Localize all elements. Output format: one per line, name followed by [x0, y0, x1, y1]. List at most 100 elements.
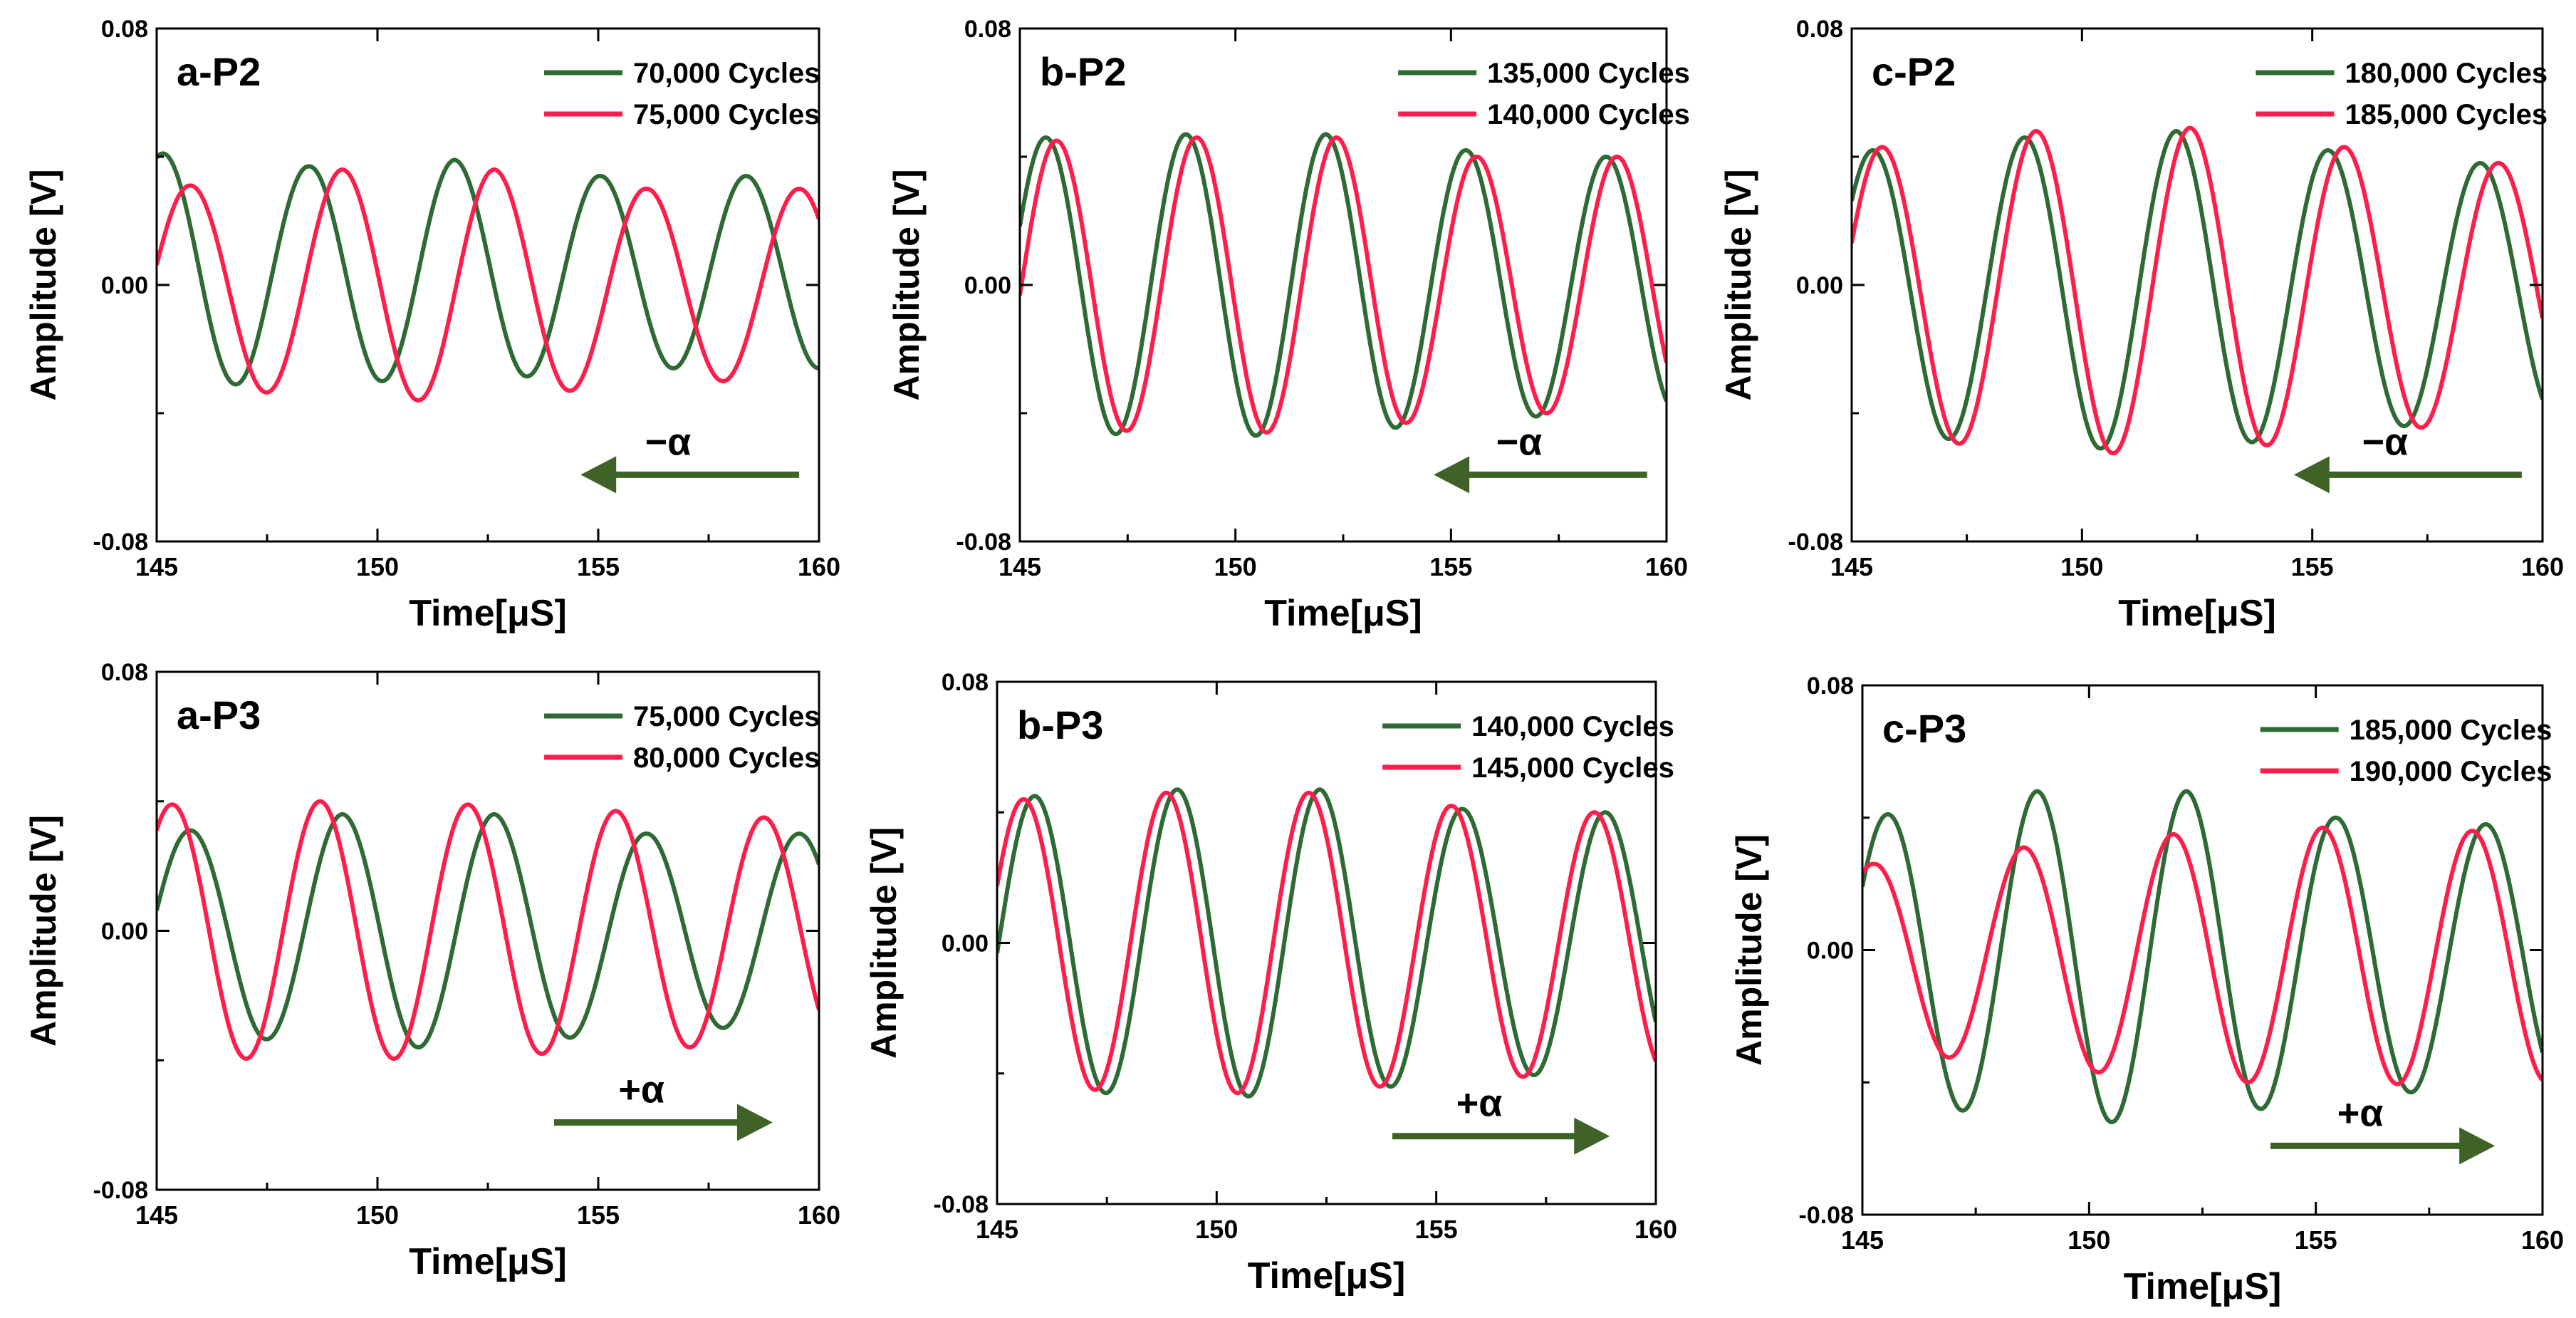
y-tick-label: 0.08: [101, 16, 148, 43]
series-line-1: [157, 151, 819, 387]
x-tick-label: 160: [798, 1200, 840, 1230]
x-tick-label: 155: [2291, 552, 2334, 581]
x-tick-label: 160: [2521, 552, 2564, 581]
direction-label: +α: [1456, 1082, 1503, 1125]
x-tick-label: 155: [1429, 552, 1472, 581]
x-tick-label: 160: [1645, 552, 1688, 581]
arrow-left-icon: [1434, 456, 1470, 494]
arrow-left-icon: [580, 456, 617, 494]
y-tick-label: 0.08: [964, 16, 1011, 43]
series-line-2: [1020, 135, 1667, 435]
arrow-right-icon: [1574, 1117, 1610, 1155]
arrow-right-icon: [2459, 1127, 2496, 1165]
x-tick-label: 145: [135, 1200, 178, 1230]
x-tick-label: 150: [2060, 552, 2103, 581]
y-axis-title: Amplitude [V]: [1719, 170, 1758, 401]
y-tick-label: -0.08: [1799, 1202, 1855, 1229]
y-tick-label: 0.00: [1796, 272, 1843, 299]
x-tick-label: 155: [2295, 1225, 2337, 1255]
y-axis-title: Amplitude [V]: [887, 170, 927, 401]
y-tick-label: 0.08: [101, 659, 148, 686]
panel-label: c-P2: [1872, 49, 1956, 94]
legend-label: 185,000 Cycles: [2345, 99, 2548, 130]
series-line-2: [157, 167, 819, 403]
x-axis-title: Time[μS]: [1248, 1255, 1406, 1297]
x-axis-title: Time[μS]: [1264, 593, 1422, 634]
y-axis-title: Amplitude [V]: [24, 815, 63, 1047]
y-tick-label: -0.08: [93, 1177, 149, 1204]
x-tick-label: 150: [1195, 1215, 1238, 1244]
direction-label: +α: [618, 1068, 664, 1111]
x-tick-label: 160: [2521, 1225, 2564, 1255]
panel-label: a-P3: [177, 692, 261, 737]
y-tick-label: 0.08: [1807, 673, 1854, 700]
chart-panel-a-P2: 145 150 155 160 -0.08 0.00 0.08 Time[μS] Amplitu…: [24, 16, 840, 634]
series-line-2: [1862, 825, 2543, 1086]
y-tick-label: 0.00: [101, 272, 148, 299]
y-tick-label: -0.08: [1788, 529, 1844, 556]
y-tick-label: -0.08: [934, 1191, 989, 1218]
x-tick-label: 145: [1841, 1225, 1884, 1255]
y-axis-title: Amplitude [V]: [864, 827, 904, 1059]
arrow-left-icon: [2293, 456, 2330, 494]
x-tick-label: 155: [1415, 1215, 1458, 1244]
x-tick-label: 160: [798, 552, 840, 581]
y-tick-label: -0.08: [93, 529, 149, 556]
x-tick-label: 155: [577, 552, 620, 581]
x-tick-label: 145: [998, 552, 1041, 581]
y-tick-label: 0.00: [1807, 938, 1854, 965]
legend-label: 75,000 Cycles: [633, 99, 820, 130]
legend-label: 185,000 Cycles: [2350, 715, 2552, 746]
direction-label: −α: [1496, 420, 1543, 463]
arrow-right-icon: [736, 1104, 773, 1141]
y-tick-label: 0.00: [101, 918, 148, 945]
legend-label: 70,000 Cycles: [633, 58, 820, 89]
legend-label: 80,000 Cycles: [633, 742, 820, 774]
direction-label: +α: [2337, 1091, 2384, 1134]
series-line-2: [1852, 125, 2543, 456]
legend-label: 145,000 Cycles: [1471, 752, 1674, 784]
chart-panel-c-P2: 145 150 155 160 -0.08 0.00 0.08 Time[μS] Amplitu…: [1719, 16, 2564, 634]
chart-panel-a-P3: 145 150 155 160 -0.08 0.00 0.08 Time[μS] Amplitu…: [24, 659, 840, 1282]
x-tick-label: 155: [577, 1200, 620, 1230]
chart-panel-b-P3: 145 150 155 160 -0.08 0.00 0.08 Time[μS] Amplitu…: [864, 669, 1677, 1297]
panel-label: a-P2: [177, 49, 261, 94]
legend-label: 190,000 Cycles: [2350, 756, 2552, 787]
x-tick-label: 145: [135, 552, 178, 581]
x-tick-label: 145: [976, 1215, 1018, 1244]
x-axis-title: Time[μS]: [2124, 1266, 2282, 1307]
y-tick-label: 0.00: [942, 930, 989, 958]
y-tick-label: 0.08: [1796, 16, 1843, 43]
y-tick-label: 0.00: [964, 272, 1011, 299]
series-line-1: [997, 787, 1656, 1099]
legend-label: 180,000 Cycles: [2345, 58, 2548, 89]
series-line-2: [157, 799, 819, 1061]
series-line-1: [1852, 129, 2543, 451]
y-axis-title: Amplitude [V]: [1729, 834, 1769, 1066]
legend-label: 135,000 Cycles: [1487, 58, 1690, 89]
legend-label: 140,000 Cycles: [1487, 99, 1690, 130]
x-tick-label: 150: [2067, 1225, 2110, 1255]
x-tick-label: 150: [356, 552, 399, 581]
series-line-1: [1020, 132, 1667, 438]
x-tick-label: 145: [1830, 552, 1873, 581]
y-tick-label: 0.08: [942, 669, 989, 696]
x-tick-label: 150: [356, 1200, 399, 1230]
x-tick-label: 160: [1634, 1215, 1677, 1244]
direction-label: −α: [2362, 420, 2408, 463]
panel-label: b-P2: [1040, 49, 1126, 94]
x-axis-title: Time[μS]: [409, 593, 567, 634]
legend-label: 140,000 Cycles: [1471, 711, 1674, 742]
series-line-1: [1862, 789, 2543, 1124]
legend-label: 75,000 Cycles: [633, 701, 820, 732]
x-axis-title: Time[μS]: [409, 1241, 567, 1282]
panel-label: c-P3: [1882, 706, 1966, 751]
direction-label: −α: [645, 420, 692, 463]
panel-label: b-P3: [1017, 702, 1103, 747]
x-tick-label: 150: [1214, 552, 1257, 581]
x-axis-title: Time[μS]: [2118, 593, 2276, 634]
chart-panel-c-P3: 145 150 155 160 -0.08 0.00 0.08 Time[μS] Amplitu…: [1729, 673, 2564, 1307]
y-tick-label: -0.08: [956, 529, 1012, 556]
series-line-2: [997, 790, 1656, 1096]
